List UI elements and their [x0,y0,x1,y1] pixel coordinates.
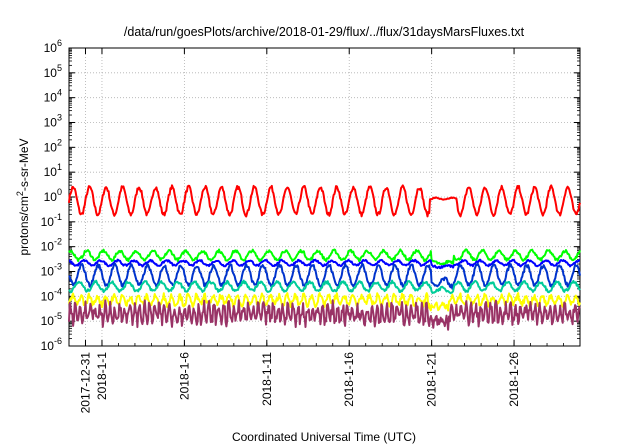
y-axis-ticks: 10-6 10-5 10-4 10-3 10-2 10-1 100 101 102 103 104 1… [41,38,580,353]
series-line [68,184,581,218]
x-tick-label: 2018-1-11 [260,352,274,406]
x-tick-label: 2017-12-31 [78,352,92,414]
series-line [68,258,581,270]
y-tick-label: 105 [44,63,62,80]
x-tick-label: 2018-1-16 [342,352,356,407]
y-tick-label: 10-2 [41,237,62,254]
y-tick-label: 10-5 [41,311,62,328]
chart-title: /data/run/goesPlots/archive/2018-01-29/f… [124,25,525,39]
x-tick-label: 2018-1-21 [425,352,439,407]
x-tick-label: 2018-1-26 [507,352,521,407]
x-tick-label: 2018-1-6 [177,352,191,400]
y-tick-label: 101 [44,162,62,179]
series-group [68,184,581,331]
x-tick-label: 2018-1-1 [95,352,109,400]
x-axis-ticks: 2017-12-31 2018-1-1 2018-1-6 2018-1-11 2018-… [78,48,564,414]
y-tick-label: 10-3 [41,262,62,279]
y-tick-label: 10-6 [41,336,62,353]
y-tick-label: 10-1 [41,212,62,229]
x-axis-label: Coordinated Universal Time (UTC) [232,430,416,444]
y-tick-label: 103 [44,113,62,130]
series-line [68,299,581,331]
y-axis-label: protons/cm2-s-sr-MeV [15,138,31,255]
y-tick-label: 104 [44,88,62,105]
y-tick-label: 102 [44,137,62,154]
y-tick-label: 106 [44,38,62,55]
y-tick-label: 100 [44,187,62,204]
y-tick-label: 10-4 [41,286,62,303]
series-line [68,262,581,290]
series-line [68,248,581,267]
series-line [68,279,581,295]
